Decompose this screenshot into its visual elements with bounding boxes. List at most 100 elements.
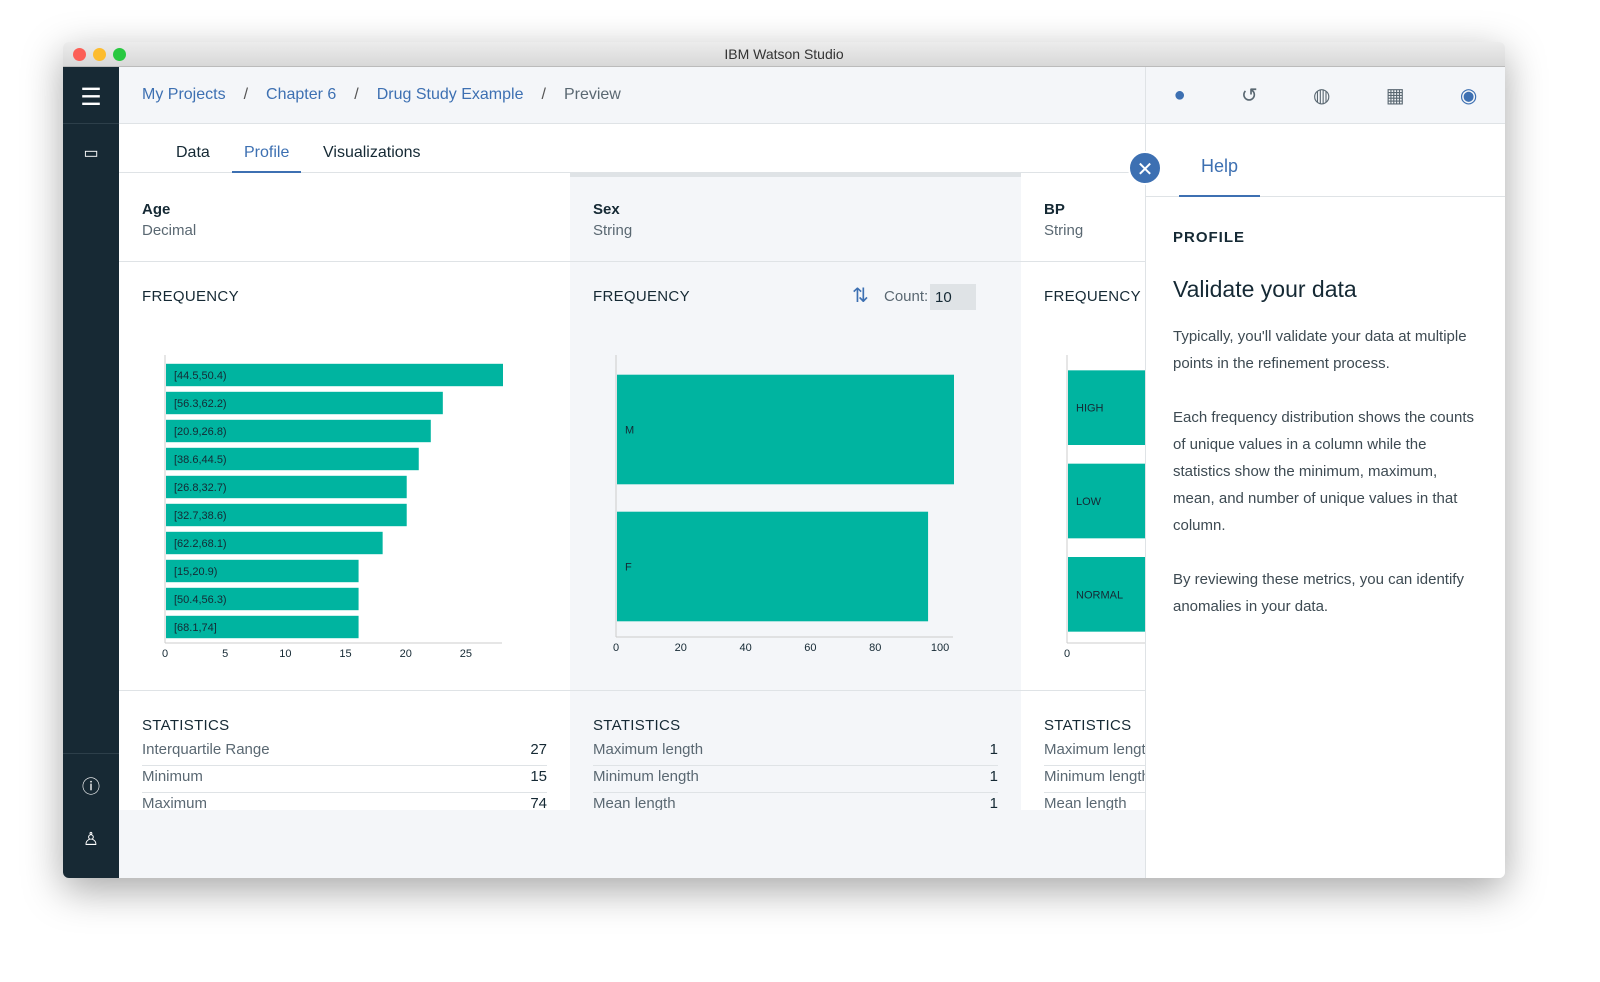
zoom-window-button[interactable] — [113, 48, 126, 61]
breadcrumb-drug-study[interactable]: Drug Study Example — [376, 86, 524, 103]
bar — [166, 475, 407, 499]
close-help-button[interactable]: ✕ — [1128, 151, 1162, 185]
stat-row: Maximum length — [1044, 739, 1145, 766]
bar-label: [62.2,68.1) — [174, 538, 227, 550]
bar — [166, 419, 431, 443]
bar — [1068, 370, 1145, 445]
folder-icon[interactable]: ▭ — [83, 145, 99, 162]
stat-value: 1 — [989, 768, 998, 785]
tick-label: 0 — [1064, 648, 1070, 660]
tab-profile[interactable]: Profile — [232, 144, 302, 173]
stat-name: Mean length — [593, 795, 676, 810]
stat-name: Minimum length — [1044, 768, 1145, 785]
tick-label: 15 — [339, 648, 351, 660]
bar — [617, 511, 929, 622]
bar — [166, 447, 419, 471]
bar — [166, 363, 503, 387]
bar-label: [15,20.9) — [174, 566, 217, 578]
bar-label: NORMAL — [1076, 589, 1123, 601]
hamburger-menu-icon[interactable]: ☰ — [80, 84, 102, 111]
statistics-section: STATISTICS Interquartile Range 27 Minimum… — [119, 690, 570, 810]
tick-label: 0 — [162, 648, 168, 660]
stat-value: 1 — [989, 741, 998, 758]
bar — [166, 615, 359, 639]
column-card-bp: BP String FREQUENCY HIGH LOW NORMAL 0 STATIS… — [1021, 173, 1145, 810]
bar-label: F — [625, 562, 632, 574]
stat-name: Maximum length — [1044, 741, 1145, 758]
tab-visualizations[interactable]: Visualizations — [323, 144, 421, 161]
tick-label: 80 — [869, 642, 881, 654]
stat-row: Maximum 74 — [142, 793, 547, 810]
title-bar: IBM Watson Studio — [63, 42, 1505, 67]
bar-label: [32.7,38.6) — [174, 510, 227, 522]
bar-label: [56.3,62.2) — [174, 398, 227, 410]
stat-row: Interquartile Range 27 — [142, 739, 547, 766]
sidebar: ☰ ▭ ⓘ ♙ — [63, 67, 119, 878]
refresh-icon[interactable]: ↺ — [1240, 84, 1258, 107]
stat-name: Mean length — [1044, 795, 1127, 810]
statistics-section: STATISTICS Maximum length 1 Minimum lengt… — [570, 690, 1021, 810]
column-name: Age — [142, 201, 171, 218]
count-label: Count: — [884, 288, 929, 305]
sort-icon[interactable]: ⇅ — [852, 285, 869, 307]
bar-label: HIGH — [1076, 403, 1104, 415]
minimize-window-button[interactable] — [93, 48, 106, 61]
bar-label: [26.8,32.7) — [174, 482, 227, 494]
breadcrumb-current: Preview — [563, 86, 621, 103]
app-window: IBM Watson Studio ☰ ▭ ⓘ ♙ My Projects / C… — [63, 42, 1505, 878]
bar — [617, 374, 954, 485]
header-toolbar: ● ↺ ◍ ▦ ◉ — [1145, 67, 1505, 124]
statistics-label: STATISTICS — [1044, 717, 1132, 734]
user-icon[interactable]: ♙ — [82, 829, 100, 849]
help-paragraph: Each frequency distribution shows the co… — [1173, 409, 1475, 534]
column-card-sex: Sex String FREQUENCY ⇅ Count: 10 M F 0 20 40 6… — [570, 173, 1021, 810]
bar-label: [44.5,50.4) — [174, 370, 227, 382]
bp-frequency-chart: HIGH LOW NORMAL 0 — [1064, 355, 1145, 660]
qr-grid-icon[interactable]: ▦ — [1385, 84, 1405, 107]
bar — [166, 587, 359, 611]
tab-help[interactable]: Help — [1179, 124, 1261, 197]
tick-label: 40 — [739, 642, 751, 654]
frequency-label: FREQUENCY — [142, 288, 239, 305]
stat-value: 1 — [989, 795, 998, 810]
stat-row: Minimum length 1 — [593, 766, 998, 793]
column-name: BP — [1044, 201, 1065, 218]
tick-label: 10 — [279, 648, 291, 660]
help-icon[interactable]: ⓘ — [82, 777, 100, 797]
bar — [166, 559, 359, 583]
sex-frequency-chart: M F 0 20 40 60 80 100 — [613, 355, 954, 654]
bar — [166, 531, 383, 555]
tick-label: 100 — [931, 642, 949, 654]
stat-value: 15 — [530, 768, 547, 785]
frequency-label: FREQUENCY — [593, 288, 690, 305]
chat-icon[interactable]: ◍ — [1313, 84, 1331, 107]
column-name: Sex — [593, 201, 620, 218]
column-type: String — [1044, 222, 1084, 239]
bar — [166, 391, 443, 415]
compass-icon[interactable]: ◉ — [1459, 84, 1478, 107]
statistics-label: STATISTICS — [142, 717, 230, 734]
breadcrumb-my-projects[interactable]: My Projects — [142, 86, 226, 103]
tick-label: 20 — [675, 642, 687, 654]
column-card-age: Age Decimal FREQUENCY [44.5,50.4) [56.3,62… — [119, 173, 570, 810]
age-frequency-chart: [44.5,50.4) [56.3,62.2) [20.9,26.8) [38.6,4… — [162, 355, 503, 660]
breadcrumb-chapter[interactable]: Chapter 6 — [266, 86, 337, 103]
help-panel: Help PROFILE Validate your data Typicall… — [1145, 124, 1505, 878]
bar-label: [20.9,26.8) — [174, 426, 227, 438]
statistics-section: STATISTICS Maximum length Minimum length… — [1021, 690, 1145, 810]
tab-data[interactable]: Data — [176, 144, 210, 161]
count-input[interactable]: 10 — [930, 284, 976, 310]
info-icon[interactable]: ● — [1173, 83, 1186, 106]
bar-label: [68.1,74] — [174, 622, 217, 634]
stat-row: Mean length — [1044, 793, 1145, 810]
bar — [1068, 557, 1145, 632]
close-window-button[interactable] — [73, 48, 86, 61]
statistics-label: STATISTICS — [593, 717, 681, 734]
bar-label: [50.4,56.3) — [174, 594, 227, 606]
stat-row: Mean length 1 — [593, 793, 998, 810]
tab-bar: Data Profile Visualizations — [119, 124, 1145, 173]
bar-label: M — [625, 425, 634, 437]
stat-value: 27 — [530, 741, 547, 758]
stat-name: Maximum length — [593, 741, 704, 758]
tick-label: 5 — [222, 648, 228, 660]
